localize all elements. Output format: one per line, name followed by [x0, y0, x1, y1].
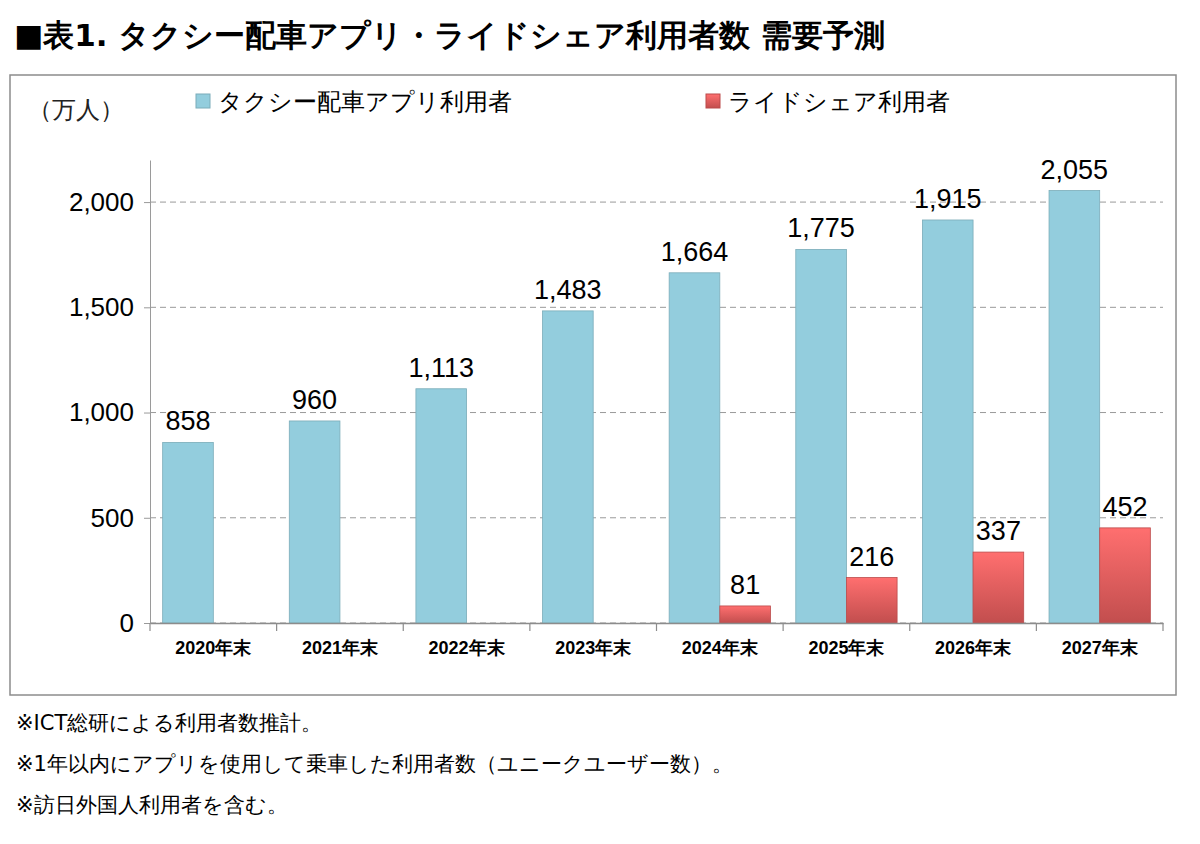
- bar: [922, 220, 973, 623]
- chart-frame: [10, 75, 1176, 695]
- x-tick: 2025年末: [808, 623, 885, 658]
- data-label: 1,664: [661, 237, 729, 267]
- x-tick-label: 2026年末: [935, 638, 1012, 658]
- data-label: 81: [730, 570, 760, 600]
- bar: [720, 606, 771, 623]
- chart: ■表1. タクシー配車アプリ・ライドシェア利用者数 需要予測 （万人） 0 500 1,…: [0, 0, 1200, 844]
- bar: [846, 578, 897, 623]
- x-tick-label: 2025年末: [808, 638, 885, 658]
- data-label: 1,915: [914, 184, 982, 214]
- x-band-separator: [403, 623, 404, 631]
- x-band-separator: [149, 623, 150, 631]
- x-tick: 2021年末: [302, 623, 379, 658]
- y-axis-label: （万人）: [28, 96, 124, 124]
- footnote: ※1年以内にアプリを使用して乗車した利用者数（ユニークユーザー数）。: [16, 752, 733, 776]
- bars: [163, 191, 1151, 623]
- legend-swatch: [196, 94, 210, 108]
- bar: [543, 311, 594, 623]
- bar: [289, 421, 340, 623]
- data-label: 1,483: [534, 275, 602, 305]
- title: ■表1. タクシー配車アプリ・ライドシェア利用者数 需要予測: [14, 17, 885, 53]
- bar: [1049, 191, 1100, 623]
- y-tick-label: 1,500: [69, 292, 134, 322]
- y-tick-mark: [144, 202, 150, 203]
- x-tick-label: 2021年末: [302, 638, 379, 658]
- y-tick-label: 1,000: [69, 397, 134, 427]
- x-tick-label: 2022年末: [429, 638, 506, 658]
- grid: [150, 202, 1163, 623]
- x-tick-label: 2027年末: [1062, 638, 1139, 658]
- y-axis: 0 500 1,000 1,500 2,000: [69, 161, 151, 638]
- bar: [669, 273, 720, 623]
- data-label: 858: [165, 406, 210, 436]
- data-label: 1,775: [787, 213, 855, 243]
- legend: タクシー配車アプリ利用者 ライドシェア利用者: [196, 88, 950, 116]
- x-tick: 2023年末: [555, 623, 632, 658]
- grid-line: [150, 202, 1163, 203]
- y-tick-label: 500: [91, 503, 134, 533]
- y-tick-label: 2,000: [69, 187, 134, 217]
- y-axis-line: [150, 161, 151, 624]
- legend-label: タクシー配車アプリ利用者: [218, 88, 512, 116]
- x-tick-label: 2023年末: [555, 638, 632, 658]
- x-tick: 2026年末: [935, 623, 1012, 658]
- y-tick: 1,500: [69, 292, 150, 322]
- x-axis: 2020年末 2021年末 2022年末 2023年末 2024年末 2025年末 2026…: [150, 623, 1164, 658]
- y-tick: 2,000: [69, 187, 150, 217]
- data-label: 1,113: [408, 353, 474, 383]
- data-label: 2,055: [1041, 155, 1109, 185]
- y-tick: 1,000: [69, 397, 150, 427]
- legend-swatch: [706, 94, 720, 108]
- x-tick: 2022年末: [429, 623, 506, 658]
- y-tick: 0: [120, 608, 150, 638]
- bar: [416, 389, 467, 623]
- y-tick-mark: [144, 307, 150, 308]
- x-band-separator: [909, 623, 910, 631]
- footnote: ※訪日外国人利用者を含む。: [16, 793, 288, 817]
- x-band-separator: [529, 623, 530, 631]
- bar: [163, 442, 214, 623]
- bar: [796, 249, 847, 623]
- x-tick-label: 2024年末: [682, 638, 759, 658]
- y-tick: 500: [91, 503, 150, 533]
- data-label: 216: [849, 542, 894, 572]
- x-band-separator: [656, 623, 657, 631]
- data-labels: 858 960 1,113 1,483 1,664 1,775 1,915 2,055 81 21…: [165, 155, 1147, 600]
- x-tick: 2027年末: [1062, 623, 1139, 658]
- data-label: 960: [292, 385, 337, 415]
- y-tick-mark: [144, 413, 150, 414]
- legend-label: ライドシェア利用者: [728, 88, 950, 116]
- x-tick: 2020年末: [175, 623, 252, 658]
- y-tick-mark: [144, 518, 150, 519]
- bar: [1100, 528, 1151, 623]
- x-band-separator: [276, 623, 277, 631]
- data-label: 337: [976, 516, 1021, 546]
- y-tick-mark: [144, 623, 150, 624]
- x-band-separator: [1036, 623, 1037, 631]
- x-tick: 2024年末: [682, 623, 759, 658]
- data-label: 452: [1102, 492, 1147, 522]
- y-tick-label: 0: [120, 608, 134, 638]
- x-band-separator: [1162, 623, 1163, 631]
- bar: [973, 552, 1024, 623]
- x-band-separator: [783, 623, 784, 631]
- grid-line: [150, 307, 1163, 308]
- x-tick-label: 2020年末: [175, 638, 252, 658]
- footnotes: ※ICT総研による利用者数推計。 ※1年以内にアプリを使用して乗車した利用者数（ユ…: [16, 711, 733, 817]
- footnote: ※ICT総研による利用者数推計。: [16, 711, 322, 735]
